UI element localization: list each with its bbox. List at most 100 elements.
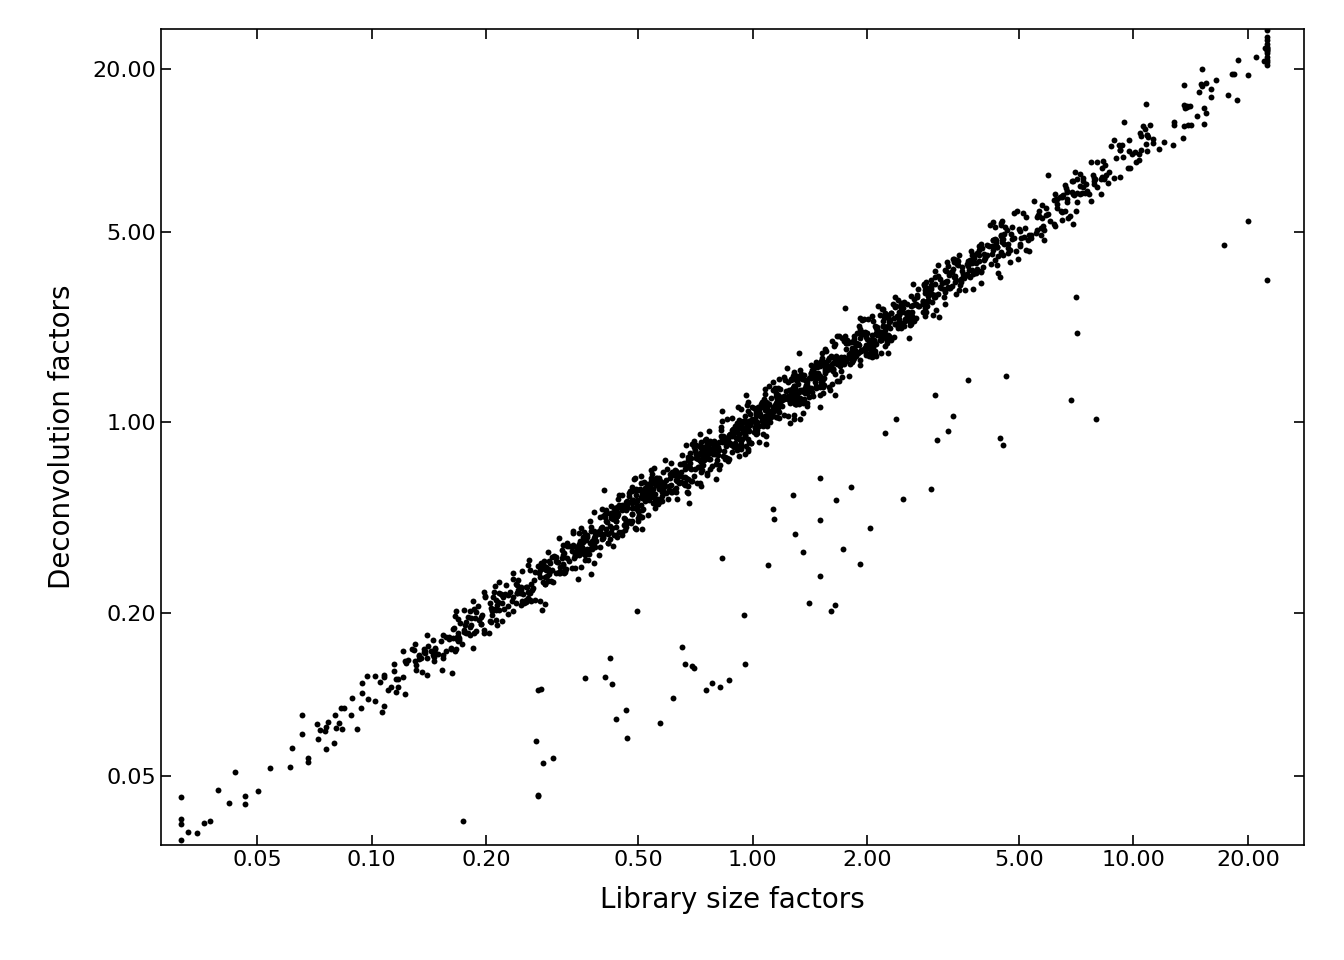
Point — [695, 447, 716, 463]
Point — [801, 380, 823, 396]
Point — [900, 311, 922, 326]
Point — [550, 565, 571, 581]
Point — [610, 500, 632, 516]
Point — [603, 505, 625, 520]
Point — [715, 449, 737, 465]
Point — [653, 465, 675, 480]
Point — [1255, 273, 1277, 288]
Point — [394, 686, 415, 702]
Point — [1113, 150, 1134, 165]
Point — [646, 478, 668, 493]
Point — [718, 453, 739, 468]
Point — [642, 495, 664, 511]
Point — [859, 520, 880, 536]
Point — [594, 506, 616, 521]
Point — [784, 372, 805, 387]
Point — [444, 620, 465, 636]
Point — [849, 310, 871, 325]
Point — [1255, 41, 1277, 57]
Point — [575, 552, 597, 567]
Point — [875, 323, 896, 338]
Point — [1085, 412, 1106, 427]
Point — [767, 388, 789, 403]
Point — [876, 335, 898, 350]
Point — [917, 280, 938, 296]
Point — [831, 355, 852, 371]
Point — [650, 474, 672, 490]
Point — [755, 395, 777, 410]
Point — [847, 325, 868, 341]
Point — [938, 279, 960, 295]
Point — [821, 333, 843, 348]
Point — [784, 411, 805, 426]
Point — [985, 239, 1007, 254]
Point — [590, 526, 612, 541]
Point — [718, 672, 739, 687]
Point — [948, 283, 969, 299]
Point — [364, 668, 386, 684]
Point — [891, 318, 913, 333]
Point — [703, 433, 724, 448]
Point — [938, 268, 960, 283]
Point — [913, 276, 934, 292]
Point — [895, 308, 917, 324]
Point — [403, 642, 425, 658]
Point — [800, 357, 821, 372]
Point — [497, 598, 519, 613]
Point — [1051, 188, 1073, 204]
Point — [978, 239, 1000, 254]
Point — [703, 436, 724, 451]
Point — [616, 495, 637, 511]
Point — [778, 382, 800, 397]
Point — [860, 347, 882, 362]
Point — [224, 765, 246, 780]
Point — [492, 595, 513, 611]
Point — [716, 451, 738, 467]
Point — [1134, 121, 1156, 136]
Point — [374, 667, 395, 683]
Point — [884, 300, 906, 315]
Point — [609, 487, 630, 502]
Point — [1060, 184, 1082, 200]
Point — [1078, 187, 1099, 203]
Point — [862, 308, 883, 324]
Point — [825, 348, 847, 364]
Point — [734, 427, 755, 443]
Point — [517, 590, 539, 606]
Point — [848, 337, 870, 352]
Point — [633, 483, 655, 498]
Point — [1254, 40, 1275, 56]
Point — [1052, 188, 1074, 204]
Point — [516, 580, 538, 595]
Point — [766, 395, 788, 410]
Point — [401, 641, 422, 657]
Point — [812, 357, 833, 372]
Point — [755, 416, 777, 431]
Point — [833, 349, 855, 365]
Point — [571, 543, 593, 559]
Point — [970, 241, 992, 256]
Point — [689, 475, 711, 491]
Point — [579, 536, 601, 551]
Point — [735, 388, 757, 403]
Point — [684, 443, 706, 458]
Point — [621, 516, 642, 531]
Point — [962, 248, 984, 263]
Point — [481, 608, 503, 623]
Point — [530, 593, 551, 609]
Point — [566, 542, 587, 558]
Point — [820, 362, 841, 377]
Point — [871, 301, 892, 317]
Point — [735, 419, 757, 434]
Point — [917, 288, 938, 303]
Point — [704, 446, 726, 462]
Point — [699, 442, 720, 457]
Point — [921, 272, 942, 287]
Point — [603, 528, 625, 543]
Point — [609, 497, 630, 513]
Point — [824, 338, 845, 353]
Point — [896, 297, 918, 312]
Point — [517, 558, 539, 573]
Point — [595, 502, 617, 517]
Point — [841, 348, 863, 364]
